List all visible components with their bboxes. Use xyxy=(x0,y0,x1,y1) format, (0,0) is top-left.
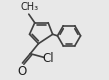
Text: CH₃: CH₃ xyxy=(20,2,38,12)
Text: Cl: Cl xyxy=(43,52,54,65)
Text: O: O xyxy=(17,65,26,78)
